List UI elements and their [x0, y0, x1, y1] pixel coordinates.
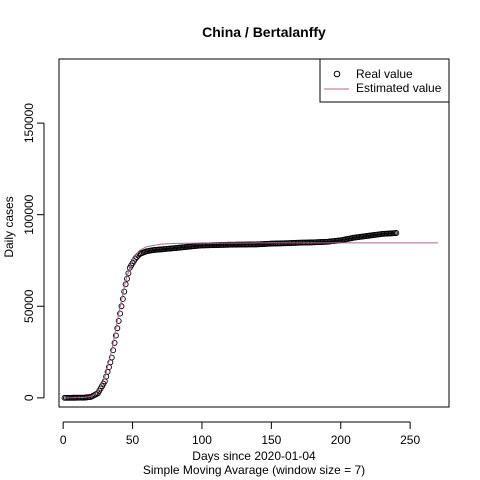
real-value-point — [115, 317, 122, 324]
plot-frame — [58, 58, 450, 408]
chart-title: China / Bertalanffy — [202, 24, 326, 40]
legend-marker-real-value — [333, 70, 341, 78]
legend-box — [319, 58, 450, 103]
x-tick-label: 100 — [192, 433, 212, 447]
real-value-point — [108, 354, 115, 361]
real-value-point — [111, 339, 118, 346]
real-value-point — [118, 303, 125, 310]
y-axis-label: Daily cases — [2, 196, 16, 257]
real-value-point — [117, 310, 124, 317]
x-tick-label: 50 — [126, 433, 140, 447]
y-tick-label: 150000 — [22, 103, 36, 143]
real-value-point — [114, 325, 121, 332]
y-tick-label: 0 — [22, 394, 36, 401]
legend: Real value Estimated value — [319, 58, 450, 103]
y-tick-label: 100000 — [22, 194, 36, 234]
y-tick-label: 50000 — [22, 289, 36, 323]
x-tick-label: 250 — [400, 433, 420, 447]
estimated-value-line — [64, 242, 438, 399]
real-value-point — [110, 347, 117, 354]
plot-area — [61, 230, 438, 401]
x-tick-label: 0 — [60, 433, 67, 447]
x-tick-label: 150 — [261, 433, 281, 447]
x-axis: 0 50 100 150 200 250 — [60, 421, 420, 447]
legend-label-real-value: Real value — [356, 67, 413, 81]
real-value-point — [119, 295, 126, 302]
y-axis: 0 50000 100000 150000 — [22, 103, 45, 401]
x-tick-label: 200 — [331, 433, 351, 447]
chart-subtitle: Simple Moving Avarage (window size = 7) — [143, 463, 365, 477]
real-value-point — [393, 230, 400, 236]
legend-label-estimated-value: Estimated value — [356, 81, 442, 95]
real-value-point — [112, 332, 119, 339]
x-axis-label: Days since 2020-01-04 — [192, 449, 316, 463]
